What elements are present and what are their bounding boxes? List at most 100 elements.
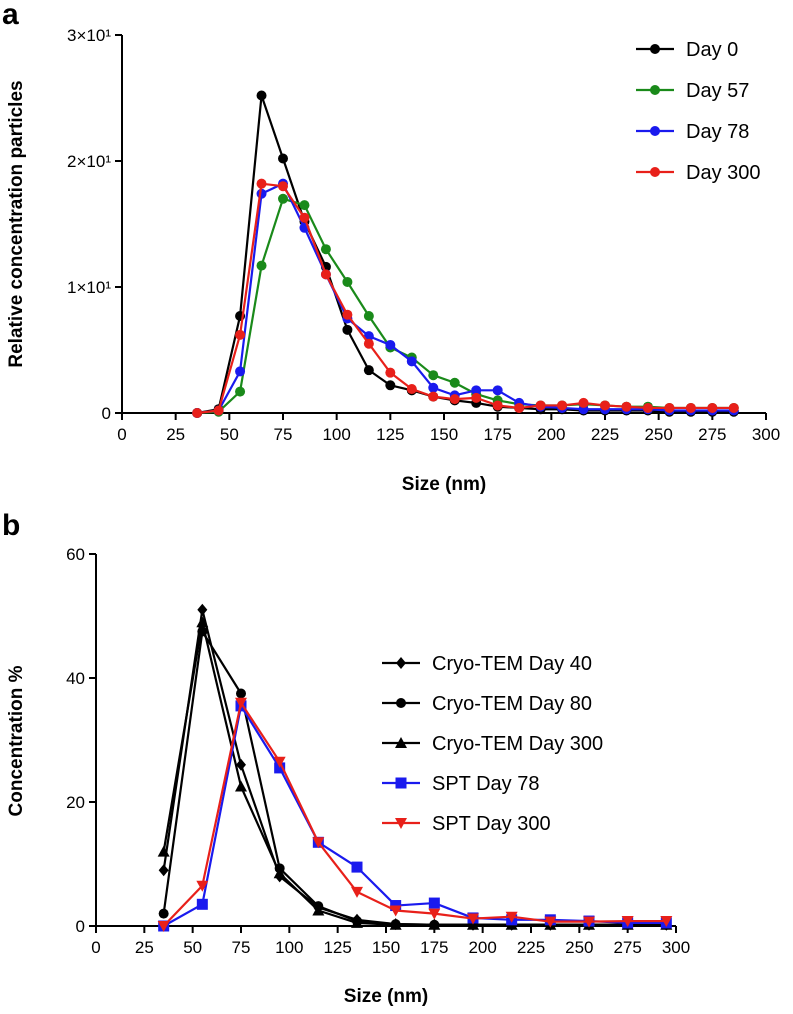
panel-b-data-point-spt-day-300: [389, 905, 402, 917]
panel-b-x-tick-label: 75: [232, 938, 251, 957]
panel-a-data-point-day-300: [492, 400, 503, 411]
panel-a-data-point-day-300: [535, 400, 546, 411]
panel-b-data-point-spt-day-300: [660, 916, 673, 928]
panel-a-data-point-day-300: [621, 401, 632, 412]
panel-a-x-tick-label: 25: [166, 425, 185, 444]
panel-b-data-point-cryo-tem-day-300: [235, 780, 247, 792]
panel-b-data-point-spt-day-78: [428, 897, 440, 909]
panel-b-x-tick-label: 50: [183, 938, 202, 957]
panel-b-x-tick-label: 150: [372, 938, 400, 957]
panel-b-y-tick-label: 40: [66, 669, 85, 688]
panel-a-data-point-day-78: [492, 385, 503, 396]
panel-b-data-point-spt-day-300: [273, 756, 286, 768]
panel-a-legend-item-day-78: Day 78: [636, 121, 749, 143]
panel-a-data-point-day-300: [320, 269, 331, 280]
panel-b-y-tick-label: 20: [66, 793, 85, 812]
panel-a-legend: Day 0 Day 57 Day 78 Day 300: [636, 39, 761, 184]
panel-b-data-point-spt-day-300: [428, 908, 441, 920]
panel-a-legend-label: Day 300: [686, 162, 761, 184]
panel-b-series-line-cryo-tem-day-300: [162, 621, 667, 926]
panel-a-x-tick-label: 300: [752, 425, 780, 444]
panel-b-x-tick-label: 25: [135, 938, 154, 957]
panel-b-data-point-cryo-tem-day-300: [157, 845, 170, 857]
panel-b-x-tick-label: 300: [662, 938, 690, 957]
panel-b-x-tick-label: 225: [517, 938, 545, 957]
panel-a-data-point-day-300: [235, 329, 246, 340]
panel-a-legend-item-day-300: Day 300: [636, 162, 761, 184]
panel-b-legend-item-cryo-tem-day-80: Cryo-TEM Day 80: [382, 693, 592, 715]
panel-b-label: b: [2, 509, 20, 542]
panel-a-data-point-day-0: [342, 324, 353, 335]
panel-a-series-line-day-0: [196, 94, 734, 415]
panel-a-series-day-57: [192, 193, 739, 418]
panel-b-data-point-spt-day-300: [235, 697, 247, 709]
panel-a-data-point-day-57: [299, 200, 310, 211]
panel-b-series-cryo-tem-day-80: [158, 626, 672, 930]
panel-a-x-tick-label: 125: [376, 425, 404, 444]
panel-a-data-point-day-300: [385, 367, 396, 378]
panel-b-data-point-cryo-tem-day-300: [389, 918, 402, 930]
panel-b-data-point-cryo-tem-day-300: [351, 916, 363, 928]
panel-a-data-point-day-300: [449, 394, 460, 405]
panel-b-data-point-spt-day-300: [505, 911, 518, 923]
panel-b-legend-marker: [396, 698, 406, 708]
panel-a-data-point-day-300: [213, 405, 224, 416]
panel-a-data-point-day-78: [235, 366, 246, 377]
panel-a-xlabel: Size (nm): [402, 474, 486, 495]
panel-a-x-tick-label: 175: [483, 425, 511, 444]
panel-b-series-line-spt-day-300: [162, 701, 667, 927]
panel-b-legend-item-cryo-tem-day-40: Cryo-TEM Day 40: [382, 653, 592, 675]
panel-a-data-point-day-300: [471, 392, 482, 403]
panel-a-x-tick-label: 225: [591, 425, 619, 444]
panel-a-data-point-day-78: [406, 356, 417, 367]
panel-a-data-point-day-300: [685, 402, 696, 413]
panel-b-legend: Cryo-TEM Day 40 Cryo-TEM Day 80 Cryo-TEM D…: [382, 653, 603, 835]
panel-a-data-point-day-57: [256, 260, 267, 271]
panel-b-data-point-spt-day-300: [583, 916, 595, 928]
panel-b-xlabel: Size (nm): [344, 986, 428, 1007]
panel-b-legend-label: SPT Day 300: [432, 813, 551, 835]
panel-a-data-point-day-300: [514, 402, 525, 413]
panel-b-data-point-spt-day-300: [196, 880, 209, 892]
panel-b-legend-item-cryo-tem-day-300: Cryo-TEM Day 300: [382, 733, 603, 755]
panel-b-data-point-cryo-tem-day-300: [312, 904, 325, 916]
panel-a-x-tick-label: 150: [430, 425, 458, 444]
panel-a-data-point-day-78: [428, 382, 439, 393]
panel-b-x-tick-label: 100: [275, 938, 303, 957]
panel-b-x-tick-label: 0: [91, 938, 100, 957]
panel-b-data-point-spt-day-78: [351, 861, 363, 873]
panel-a-x-tick-label: 200: [537, 425, 565, 444]
panel-a-data-point-day-78: [471, 385, 482, 396]
panel-a-legend-marker: [650, 126, 660, 136]
panel-b-legend-item-spt-day-300: SPT Day 300: [382, 813, 551, 835]
panel-a-data-point-day-300: [299, 212, 310, 223]
panel-a-data-point-day-300: [342, 309, 353, 320]
panel-b-data-point-cryo-tem-day-300: [196, 616, 209, 628]
panel-b-series: [157, 603, 673, 932]
panel-b-data-point-cryo-tem-day-80: [236, 688, 246, 699]
panel-a-legend-marker: [650, 44, 660, 54]
panel-a-y-tick-label: 3×10¹: [67, 26, 111, 45]
panel-a-data-point-day-300: [578, 397, 589, 408]
panel-a-data-point-day-0: [385, 380, 396, 391]
panel-a-data-point-day-57: [235, 386, 246, 397]
panel-a-x-tick-label: 75: [274, 425, 293, 444]
panel-a-legend-marker: [650, 85, 660, 95]
panel-b-series-spt-day-300: [157, 697, 673, 932]
panel-a-x-tick-label: 0: [117, 425, 126, 444]
panel-a-legend-item-day-0: Day 0: [636, 39, 738, 61]
panel-a-x-tick-label: 275: [698, 425, 726, 444]
panel-a-data-point-day-300: [278, 181, 288, 192]
panel-a-data-point-day-300: [557, 400, 568, 411]
panel-a-legend-item-day-57: Day 57: [636, 80, 749, 102]
panel-b-data-point-spt-day-300: [621, 916, 634, 928]
panel-b-x-tick-label: 175: [420, 938, 448, 957]
panel-b-ylabel: Concentration %: [6, 665, 27, 816]
panel-a-series-day-0: [192, 90, 739, 418]
panel-a-x-tick-label: 250: [644, 425, 672, 444]
panel-a-data-point-day-78: [385, 339, 396, 350]
panel-a-label: a: [2, 0, 19, 31]
panel-a-x-tick-label: 50: [220, 425, 239, 444]
panel-b-y-tick-label: 0: [76, 917, 85, 936]
panel-a-data-point-day-57: [363, 310, 374, 321]
